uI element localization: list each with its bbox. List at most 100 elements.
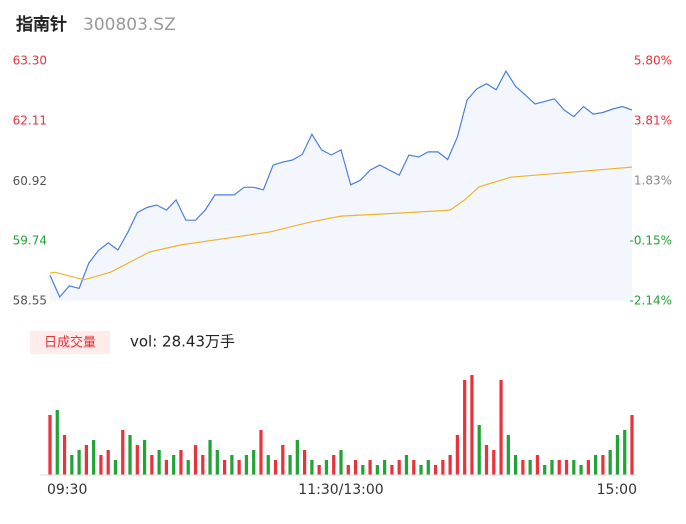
volume-bar [579,465,583,475]
volume-bar [630,415,634,475]
volume-bar [121,430,125,475]
price-area [50,71,632,301]
volume-text: vol: 28.43万手 [130,333,235,351]
volume-bar [470,375,474,475]
volume-bar [521,460,525,475]
volume-bar [99,455,103,475]
volume-bar [48,415,52,475]
volume-bar [441,460,445,475]
x-tick-label: 09:30 [47,482,87,498]
volume-bar [70,455,74,475]
volume-bar [208,440,212,475]
volume-bar [273,460,278,475]
y-tick-label: 62.11 [13,114,47,128]
y2-tick-label: 3.81% [634,114,672,128]
volume-bar [390,465,394,475]
volume-bar [92,440,96,475]
volume-bar [506,435,510,475]
volume-bar [193,445,198,475]
y2-tick-label: 5.80% [634,54,672,68]
volume-bar [266,455,270,475]
volume-bar [353,460,358,475]
y-tick-label: 59.74 [13,233,47,247]
volume-bar [557,460,561,475]
volume-bar [448,455,452,475]
y2-tick-label: -2.14% [630,294,672,308]
volume-bar [433,465,438,475]
volume-bar [288,455,292,475]
stock-name: 指南针 [16,14,67,35]
volume-bar [543,465,547,475]
volume-bar [77,450,81,475]
volume-bar [201,455,205,475]
volume-bar [179,450,183,475]
volume-bar [84,445,88,475]
volume-bar [346,465,350,475]
volume-bar [128,435,132,475]
volume-bar [113,460,118,475]
volume-bar [252,450,256,475]
x-tick-label: 11:30/13:00 [298,482,383,498]
volume-bar [601,455,605,475]
volume-bar [172,455,176,475]
volume-bar [419,465,423,475]
volume-bar [623,430,627,475]
volume-bar [535,455,540,475]
volume-bar [463,380,467,475]
y2-tick-label: 1.83% [634,174,672,188]
volume-label-box [30,331,110,354]
volume-bar [157,450,161,475]
volume-bar [412,460,416,475]
volume-bar [426,460,430,475]
volume-bar [244,455,249,475]
stock-code: 300803.SZ [83,15,176,35]
y-tick-label: 60.92 [13,174,47,188]
volume-bar [310,460,314,475]
volume-bar [550,460,554,475]
volume-bar [303,450,307,475]
volume-label: 日成交量 [44,335,96,351]
volume-bar [222,460,227,475]
volume-bar [281,445,285,475]
volume-bar [608,450,612,475]
volume-bar [62,435,67,475]
volume-bar [397,460,401,475]
volume-bar [564,460,569,475]
volume-bar [513,455,518,475]
volume-bar [237,460,241,475]
volume-bar [572,460,576,475]
volume-bar [477,425,481,475]
volume-bar [142,440,147,475]
volume-bar [594,455,598,475]
y-tick-label: 58.55 [13,294,47,308]
volume-bar [186,460,190,475]
volume-bar [615,435,620,475]
volume-bar [375,465,379,475]
volume-bar [484,445,489,475]
volume-bar [324,460,329,475]
volume-bar [230,455,234,475]
volume-bar [339,450,343,475]
volume-bar [332,455,336,475]
volume-bar [455,435,460,475]
volume-bar [317,465,321,475]
volume-bar [164,460,169,475]
price-line [49,69,633,299]
volume-bar [150,455,154,475]
volume-bar [259,430,263,475]
volume-bar [404,455,409,475]
volume-bar [383,460,387,475]
volume-bar [361,465,365,475]
average-line [49,166,633,281]
y2-tick-label: -0.15% [630,233,672,247]
y-tick-label: 63.30 [13,54,47,68]
volume-bar [492,450,496,475]
volume-bar [106,450,110,475]
x-tick-label: 15:00 [597,482,637,498]
volume-bar [368,460,372,475]
volume-bar [499,380,503,475]
volume-bar [586,460,590,475]
volume-bar [215,450,219,475]
volume-bar [135,445,139,475]
